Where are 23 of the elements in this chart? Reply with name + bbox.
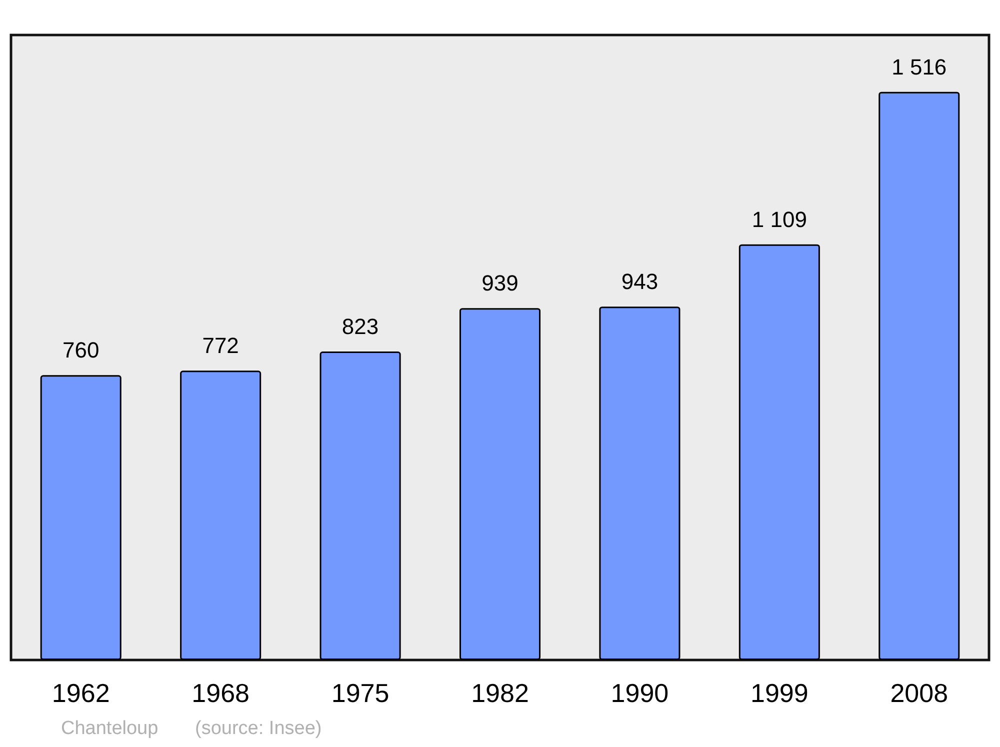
data-label: 939 <box>482 270 518 296</box>
x-tick-label: 2008 <box>890 678 948 708</box>
data-label: 823 <box>342 314 379 340</box>
data-label: 943 <box>621 269 658 294</box>
bar <box>878 92 960 660</box>
data-label: 760 <box>62 338 100 363</box>
bar <box>599 306 680 660</box>
data-label: 1 516 <box>892 54 947 80</box>
bar <box>738 244 820 660</box>
text: Chanteloup <box>61 718 158 739</box>
data-label: 1 109 <box>752 206 807 232</box>
x-tick-label: 1975 <box>331 678 390 708</box>
x-tick-label: 1968 <box>192 678 250 708</box>
bar <box>180 370 262 660</box>
x-tick-label: 1962 <box>52 678 110 708</box>
bar <box>40 375 122 660</box>
bar <box>320 352 401 660</box>
text: (source: Insee) <box>195 718 322 739</box>
bar <box>459 308 541 660</box>
x-tick-label: 1982 <box>471 678 529 708</box>
x-tick-label: 1999 <box>750 678 808 708</box>
data-label: 772 <box>202 333 239 358</box>
x-tick-label: 1990 <box>610 678 669 708</box>
